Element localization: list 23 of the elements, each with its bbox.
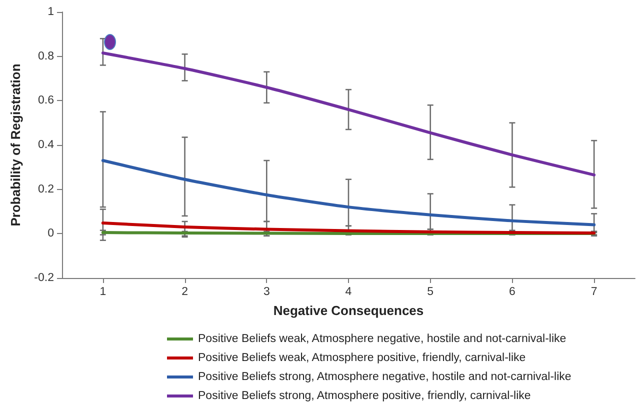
x-tick-label: 4	[345, 286, 352, 298]
x-tick-label: 2	[182, 286, 188, 298]
line-series	[101, 222, 596, 234]
y-tick-label: 0.8	[38, 50, 54, 62]
y-tick-label: 0.4	[38, 139, 55, 151]
y-tick-label: 1	[48, 6, 54, 18]
x-tick-label: 7	[590, 286, 598, 298]
line-series	[101, 159, 596, 226]
y-tick-label: 0.2	[38, 183, 54, 196]
y-tick-label: 0.6	[38, 94, 54, 107]
x-tick-label: 5	[427, 286, 434, 298]
y-tick-label: -0.2	[34, 272, 54, 284]
legend-label: Positive Beliefs strong, Atmosphere negative, hostile and not-carnival-like	[198, 371, 572, 383]
x-tick-label: 3	[263, 286, 270, 298]
x-axis-title: Negative Consequences	[273, 303, 424, 318]
x-tick-label: 6	[509, 286, 516, 298]
legend-label: Positive Beliefs weak, Atmosphere positive, friendly, carnival-like	[198, 352, 526, 364]
y-axis-title: Probability of Registration	[8, 64, 23, 226]
line-series	[101, 52, 596, 176]
legend-label: Positive Beliefs weak, Atmosphere negative, hostile and not-carnival-like	[198, 333, 566, 345]
legend-label: Positive Beliefs strong, Atmosphere positive, friendly, carnival-like	[198, 390, 531, 402]
y-tick-label: 0	[48, 228, 54, 240]
x-tick-label: 1	[100, 286, 106, 298]
